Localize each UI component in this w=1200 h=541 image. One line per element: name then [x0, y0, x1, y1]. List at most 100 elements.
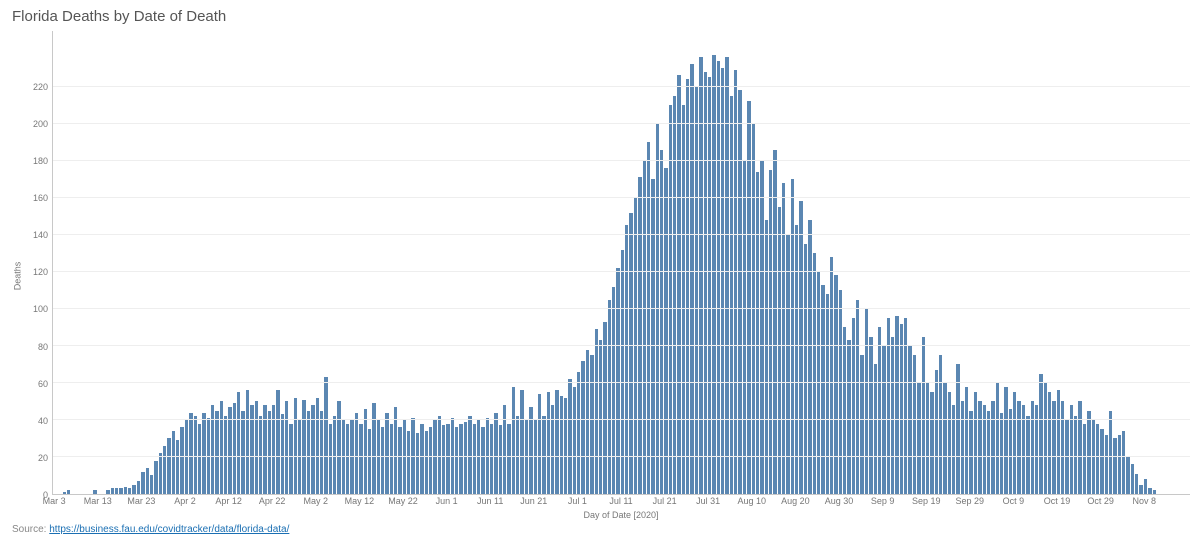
- bar: [172, 431, 175, 494]
- bar: [1078, 401, 1081, 494]
- bar: [329, 424, 332, 494]
- bar: [987, 411, 990, 494]
- bar: [115, 488, 118, 494]
- grid-line: [53, 271, 1190, 272]
- chart-title: Florida Deaths by Date of Death: [12, 8, 1190, 25]
- bar: [813, 253, 816, 494]
- bar: [442, 425, 445, 494]
- bar: [669, 105, 672, 494]
- bar: [1044, 383, 1047, 494]
- bar: [900, 324, 903, 494]
- bar: [629, 213, 632, 495]
- bar: [512, 387, 515, 494]
- bar: [978, 401, 981, 494]
- bar: [499, 425, 502, 494]
- grid-line: [53, 86, 1190, 87]
- x-tick: Sep 19: [912, 496, 941, 506]
- grid-line: [53, 419, 1190, 420]
- bar: [756, 172, 759, 494]
- bar: [137, 481, 140, 494]
- bar: [337, 401, 340, 494]
- bar: [760, 161, 763, 494]
- bar: [241, 411, 244, 494]
- bar: [1153, 490, 1156, 494]
- x-tick: Jul 21: [653, 496, 677, 506]
- x-tick: Jul 11: [609, 496, 632, 506]
- bar: [1039, 374, 1042, 494]
- x-tick: Apr 2: [174, 496, 196, 506]
- bar: [664, 168, 667, 494]
- bar: [324, 377, 327, 494]
- bar: [547, 392, 550, 494]
- y-tick: 200: [33, 119, 48, 129]
- bar: [638, 177, 641, 494]
- bar: [782, 183, 785, 494]
- bar: [1148, 488, 1151, 494]
- bar: [1057, 390, 1060, 494]
- bar: [446, 424, 449, 494]
- bar: [843, 327, 846, 494]
- bar: [490, 424, 493, 494]
- y-axis: 020406080100120140160180200220: [24, 31, 52, 495]
- bar: [577, 372, 580, 494]
- x-tick: Mar 23: [127, 496, 155, 506]
- y-tick: 80: [38, 342, 48, 352]
- bar: [943, 383, 946, 494]
- bar: [1126, 457, 1129, 494]
- grid-line: [53, 308, 1190, 309]
- source-link[interactable]: https://business.fau.edu/covidtracker/da…: [49, 524, 289, 535]
- bar: [965, 387, 968, 494]
- bar: [568, 379, 571, 494]
- grid-line: [53, 123, 1190, 124]
- bar: [708, 77, 711, 494]
- bar: [621, 250, 624, 494]
- bar: [730, 96, 733, 494]
- bar: [394, 407, 397, 494]
- x-tick: Aug 10: [738, 496, 767, 506]
- bar: [481, 427, 484, 494]
- bar: [808, 220, 811, 494]
- bar: [150, 475, 153, 494]
- bar: [289, 424, 292, 494]
- bar: [974, 392, 977, 494]
- bar: [246, 390, 249, 494]
- bar: [821, 285, 824, 494]
- bar: [969, 411, 972, 494]
- bar: [599, 340, 602, 494]
- bar: [922, 337, 925, 494]
- bar: [643, 161, 646, 494]
- bar: [1031, 401, 1034, 494]
- source-prefix: Source:: [12, 524, 49, 535]
- bar: [372, 403, 375, 494]
- y-axis-label-wrap: Deaths: [10, 31, 24, 520]
- bar: [281, 414, 284, 494]
- bar: [494, 413, 497, 494]
- bar: [128, 488, 131, 494]
- bar: [154, 461, 157, 494]
- bar: [625, 225, 628, 494]
- bar: [255, 401, 258, 494]
- bar: [1087, 411, 1090, 494]
- bar: [364, 409, 367, 494]
- grid-line: [53, 197, 1190, 198]
- bar: [956, 364, 959, 494]
- bar: [991, 401, 994, 494]
- bar: [163, 446, 166, 494]
- bar: [507, 424, 510, 494]
- x-tick: May 2: [304, 496, 329, 506]
- bar: [429, 427, 432, 494]
- bar: [738, 90, 741, 494]
- bar: [106, 490, 109, 494]
- bar: [1118, 435, 1121, 494]
- bar: [1013, 392, 1016, 494]
- bar: [390, 424, 393, 494]
- bar: [1131, 464, 1134, 494]
- bar: [420, 424, 423, 494]
- bar: [63, 492, 66, 494]
- bar: [1139, 485, 1142, 494]
- bar: [320, 411, 323, 494]
- bar: [1122, 431, 1125, 494]
- bar: [939, 355, 942, 494]
- chart-area: Deaths 020406080100120140160180200220 Ma…: [10, 31, 1190, 520]
- bar: [346, 424, 349, 494]
